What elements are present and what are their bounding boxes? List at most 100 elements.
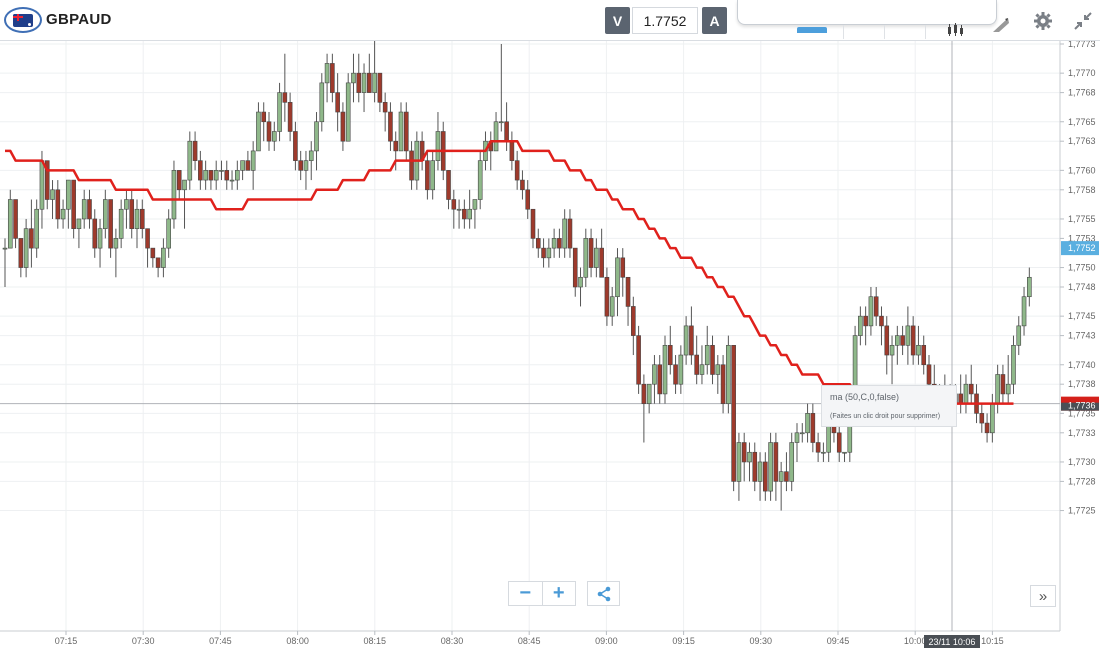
candle bbox=[689, 306, 694, 365]
candle-body bbox=[763, 461, 768, 492]
drawing-tools-icon[interactable] bbox=[990, 14, 1012, 36]
candle bbox=[731, 345, 736, 492]
candle bbox=[1027, 267, 1032, 307]
candle-body bbox=[446, 170, 451, 200]
candlestick-type-icon[interactable] bbox=[945, 19, 967, 41]
candle bbox=[583, 228, 589, 287]
candle-body bbox=[995, 374, 1000, 404]
candle bbox=[335, 73, 340, 132]
candle bbox=[895, 325, 900, 365]
scroll-to-latest-button[interactable]: » bbox=[1030, 585, 1056, 607]
candle bbox=[868, 287, 874, 336]
x-tick-label: 07:45 bbox=[209, 636, 232, 646]
candle bbox=[277, 82, 282, 142]
candle-body bbox=[467, 208, 472, 220]
zoom-out-button[interactable]: − bbox=[519, 582, 532, 604]
candle bbox=[92, 209, 98, 258]
candle-body bbox=[641, 383, 647, 404]
candle-body bbox=[388, 111, 393, 142]
candle-body bbox=[794, 432, 800, 443]
candle bbox=[266, 112, 272, 151]
candle bbox=[704, 325, 710, 375]
collapse-fullscreen-icon[interactable] bbox=[1072, 10, 1094, 32]
candle-body bbox=[1021, 296, 1027, 327]
candle-body bbox=[646, 383, 652, 404]
candle bbox=[842, 451, 847, 462]
chart-grid bbox=[0, 41, 1061, 632]
settings-gear-icon[interactable] bbox=[1032, 10, 1054, 32]
candle bbox=[129, 189, 135, 239]
share-button[interactable] bbox=[587, 581, 620, 606]
candle bbox=[784, 452, 789, 492]
candle-body bbox=[662, 345, 668, 395]
candle bbox=[652, 355, 657, 404]
candle-body bbox=[694, 354, 699, 375]
candle bbox=[958, 374, 963, 414]
candle-body bbox=[1027, 276, 1032, 298]
candle-body bbox=[319, 82, 325, 123]
candle-body bbox=[203, 170, 208, 181]
candle-body bbox=[726, 345, 731, 404]
candle-body bbox=[609, 296, 615, 317]
y-tick-label: 1,7728 bbox=[1068, 476, 1096, 486]
candle-body bbox=[145, 228, 150, 249]
candle-body bbox=[557, 238, 562, 249]
candle bbox=[403, 102, 409, 161]
buy-button[interactable]: A bbox=[702, 7, 727, 34]
share-icon bbox=[597, 586, 610, 601]
candle-body bbox=[799, 432, 805, 435]
candle bbox=[87, 189, 92, 229]
candle-body bbox=[97, 228, 103, 249]
candle bbox=[493, 112, 499, 152]
candle bbox=[293, 121, 298, 171]
candle-body bbox=[504, 121, 509, 142]
instrument-selector[interactable] bbox=[4, 7, 42, 33]
y-tick-label: 1,7733 bbox=[1068, 428, 1096, 438]
candle bbox=[720, 355, 726, 414]
candle-body bbox=[118, 208, 124, 239]
candle bbox=[694, 335, 699, 385]
candle bbox=[963, 374, 969, 414]
sell-button[interactable]: V bbox=[605, 7, 630, 34]
candle bbox=[821, 442, 826, 462]
candle bbox=[604, 267, 610, 326]
zoom-in-button[interactable]: + bbox=[552, 582, 565, 604]
candle-body bbox=[594, 247, 599, 268]
candle-body bbox=[308, 150, 314, 161]
x-tick-label: 09:30 bbox=[750, 636, 773, 646]
candle-body bbox=[435, 131, 441, 161]
price-chart[interactable]: 1,7773 1,7770 1,7768 1,7765 1,7763 1,7760 1,77… bbox=[0, 41, 1100, 659]
x-tick-label: 08:30 bbox=[441, 636, 464, 646]
candle bbox=[499, 44, 504, 132]
candle bbox=[282, 53, 288, 122]
candle-body bbox=[968, 383, 974, 395]
candle-body bbox=[213, 170, 219, 181]
candle bbox=[330, 53, 335, 103]
candle-body bbox=[1011, 345, 1016, 385]
candle-body bbox=[546, 247, 552, 259]
active-tool-tab[interactable] bbox=[797, 27, 827, 33]
candle bbox=[863, 306, 868, 346]
candle-body bbox=[1000, 374, 1006, 395]
candle-body bbox=[784, 471, 789, 482]
candle bbox=[995, 364, 1000, 414]
candle-body bbox=[509, 140, 515, 161]
crosshair-time-tag bbox=[924, 635, 980, 648]
candle-body bbox=[245, 160, 251, 171]
candle-body bbox=[271, 131, 277, 142]
candle-body bbox=[303, 160, 309, 171]
candle bbox=[192, 131, 198, 171]
candle-body bbox=[92, 218, 98, 249]
candle-body bbox=[462, 208, 467, 220]
candle bbox=[594, 238, 599, 278]
candle bbox=[430, 150, 435, 200]
candle bbox=[367, 53, 372, 93]
ma-line bbox=[5, 139, 1014, 405]
candle bbox=[2, 238, 8, 287]
candle bbox=[451, 189, 457, 229]
candle bbox=[968, 364, 974, 404]
candle bbox=[213, 160, 219, 190]
candle bbox=[81, 189, 87, 229]
candle-body bbox=[134, 208, 140, 229]
candle-body bbox=[187, 140, 193, 181]
